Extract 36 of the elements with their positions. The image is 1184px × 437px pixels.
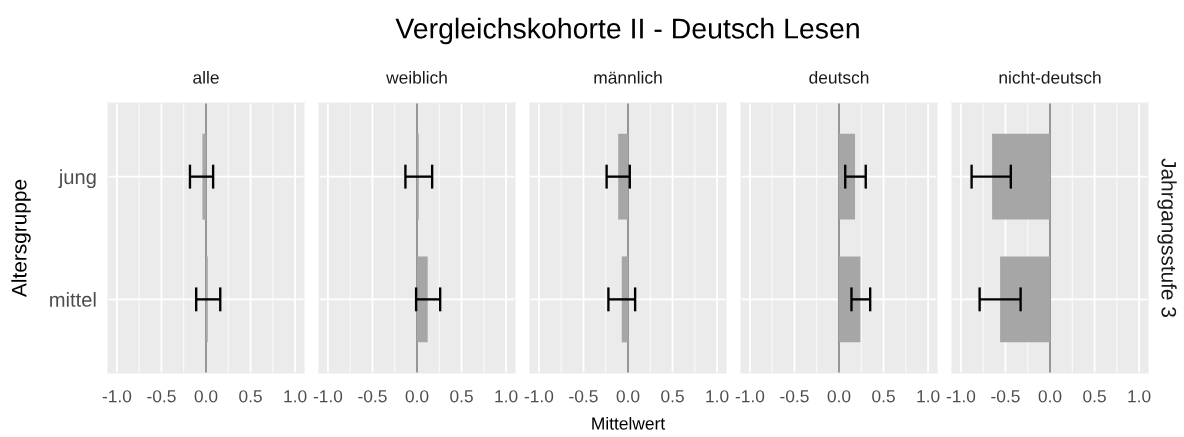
x-tick-label: 1.0	[917, 390, 940, 403]
chart-title: nicht-deutsch	[999, 70, 1101, 84]
x-tick-label: 0.0	[827, 390, 851, 403]
y-axis-title: Altersgruppe	[11, 179, 31, 298]
x-tick-label: 0.0	[616, 390, 640, 403]
x-tick-label: 1.0	[706, 390, 729, 403]
x-tick-label: -1.0	[946, 390, 976, 403]
x-tick-label: 0.5	[239, 390, 262, 403]
x-tick-label: 0.5	[661, 390, 684, 403]
x-tick-label: 1.0	[284, 390, 307, 403]
y-tick-label: mittel	[50, 292, 96, 307]
x-tick-label: -0.5	[569, 390, 598, 403]
x-tick-label: -0.5	[358, 390, 387, 403]
x-tick-label: -1.0	[524, 390, 554, 403]
x-tick-label: -1.0	[735, 390, 765, 403]
x-tick-label: 0.5	[1083, 390, 1106, 403]
text: Vergleichskohorte II - Deutsch Lesen	[395, 17, 859, 45]
x-tick-label: 0.0	[194, 390, 218, 403]
chart-title: alle	[193, 70, 219, 84]
x-tick-label: -1.0	[102, 390, 132, 403]
chart-title: männlich	[594, 70, 662, 84]
x-tick-label: 0.0	[1038, 390, 1062, 403]
x-tick-label: -0.5	[780, 390, 809, 403]
x-tick-label: 0.5	[872, 390, 895, 403]
x-tick-label: 0.5	[450, 390, 473, 403]
chart-title: weiblich	[386, 70, 447, 84]
x-tick-label: -0.5	[147, 390, 176, 403]
x-tick-label: 1.0	[1128, 390, 1151, 403]
x-axis-title: Mittelwert	[592, 416, 666, 430]
y2-axis-title: Jahrgangsstufe 3	[1157, 158, 1177, 318]
chart-title: deutsch	[809, 70, 869, 84]
x-tick-label: -1.0	[313, 390, 343, 403]
y-tick-label: jung	[58, 169, 96, 189]
x-tick-label: -0.5	[991, 390, 1020, 403]
x-tick-label: 1.0	[495, 390, 518, 403]
x-tick-label: 0.0	[405, 390, 429, 403]
